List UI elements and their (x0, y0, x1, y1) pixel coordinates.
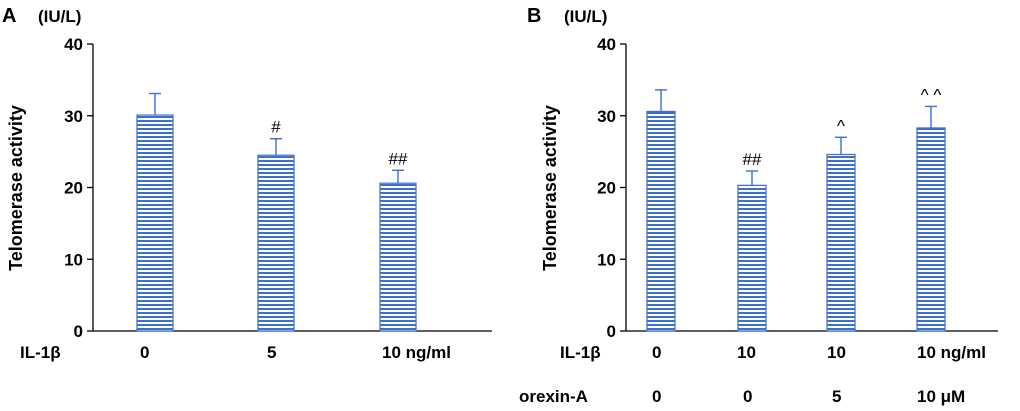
significance-label: ^ ^ (921, 85, 942, 104)
panel-b-marks: ## ^ ^ ^ (620, 43, 998, 332)
y-tick-label: 20 (597, 179, 616, 198)
y-tick-label: 10 (597, 250, 616, 269)
panel-a-il1b-value: 10 ng/ml (382, 343, 451, 362)
panel-b-orexin-value: 5 (832, 387, 841, 406)
panel-b: B (IU/L) Telomerase activity 0 10 20 30 … (519, 5, 998, 406)
y-tick-label: 0 (607, 322, 616, 341)
bar (737, 184, 767, 332)
panel-b-y-axis-label: Telomerase activity (540, 105, 560, 271)
panel-b-orexin-value: 0 (743, 387, 752, 406)
panel-a-y-ticks: 0 10 20 30 40 (64, 35, 83, 341)
panel-b-il1b-value: 10 (827, 343, 846, 362)
bar (257, 154, 295, 332)
panel-a-il1b-label: IL-1β (20, 343, 61, 362)
panel-a-y-axis-label: Telomerase activity (6, 105, 26, 271)
panel-a-marks: ### (87, 43, 492, 332)
panel-b-orexin-value: 10 μM (917, 387, 965, 406)
panel-b-il1b-value: 0 (652, 343, 661, 362)
significance-label: ^ (837, 116, 845, 135)
y-tick-label: 40 (597, 35, 616, 54)
panel-a-unit: (IU/L) (38, 7, 81, 26)
panel-b-il1b-value: 10 ng/ml (917, 343, 986, 362)
panel-a: A (IU/L) Telomerase activity 0 10 20 30 … (2, 5, 492, 362)
y-tick-label: 20 (64, 179, 83, 198)
significance-label: # (271, 118, 281, 137)
panel-b-unit: (IU/L) (564, 7, 607, 26)
bar (826, 153, 856, 332)
panel-b-y-ticks: 0 10 20 30 40 (597, 35, 616, 341)
panel-a-letter: A (2, 5, 16, 27)
y-tick-label: 30 (597, 107, 616, 126)
panel-b-il1b-value: 10 (737, 343, 756, 362)
panel-a-il1b-value: 0 (140, 343, 149, 362)
bar (646, 110, 676, 332)
significance-label: ## (743, 150, 762, 169)
panel-a-il1b-value: 5 (267, 343, 276, 362)
bar (136, 114, 174, 332)
panel-b-letter: B (527, 5, 541, 27)
y-tick-label: 10 (64, 250, 83, 269)
significance-label: ## (389, 149, 408, 168)
y-tick-label: 0 (74, 322, 83, 341)
panel-b-orexin-label: orexin-A (519, 387, 588, 406)
panel-b-il1b-label: IL-1β (560, 343, 601, 362)
panel-b-orexin-value: 0 (652, 387, 661, 406)
y-tick-label: 30 (64, 107, 83, 126)
bar (379, 182, 417, 332)
bar (916, 127, 946, 332)
y-tick-label: 40 (64, 35, 83, 54)
